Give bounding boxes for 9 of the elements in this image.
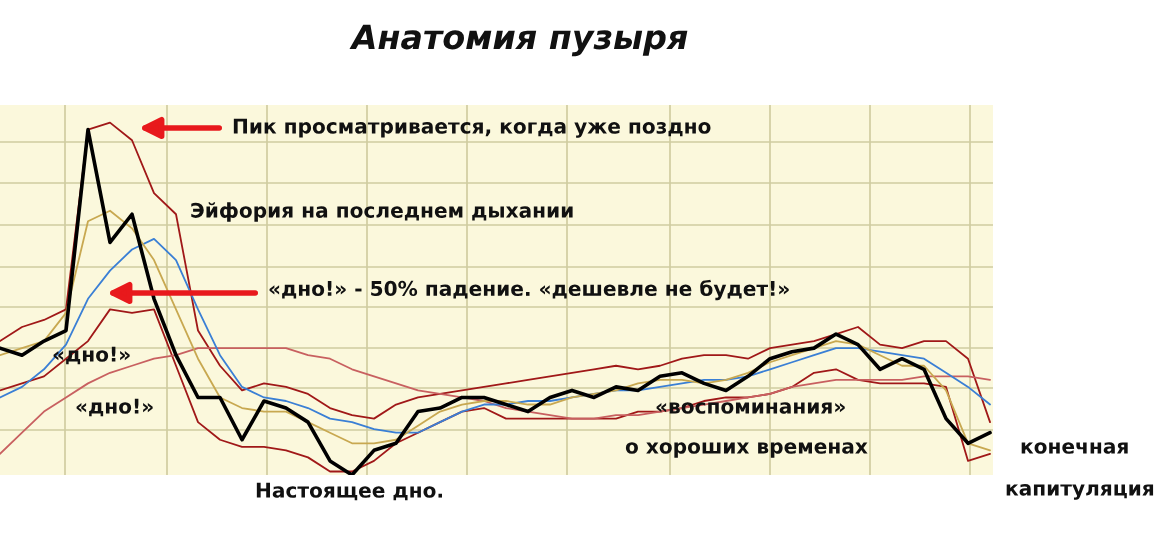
annotation: «дно!» - 50% падение. «дешевле не будет!» [269, 279, 789, 301]
text: конечная [1021, 442, 1128, 454]
chart-title: Анатомия пузыря [349, 24, 688, 57]
annotation: о хороших временах [625, 442, 868, 458]
text: капитуляция [1006, 484, 1154, 500]
text: Настоящее дно. [256, 482, 443, 501]
annotation: Эйфория на последнем дыхании [191, 202, 573, 222]
annotation: Пик просматривается, когда уже поздно [233, 118, 711, 138]
annotation: «дно!» [76, 398, 153, 417]
